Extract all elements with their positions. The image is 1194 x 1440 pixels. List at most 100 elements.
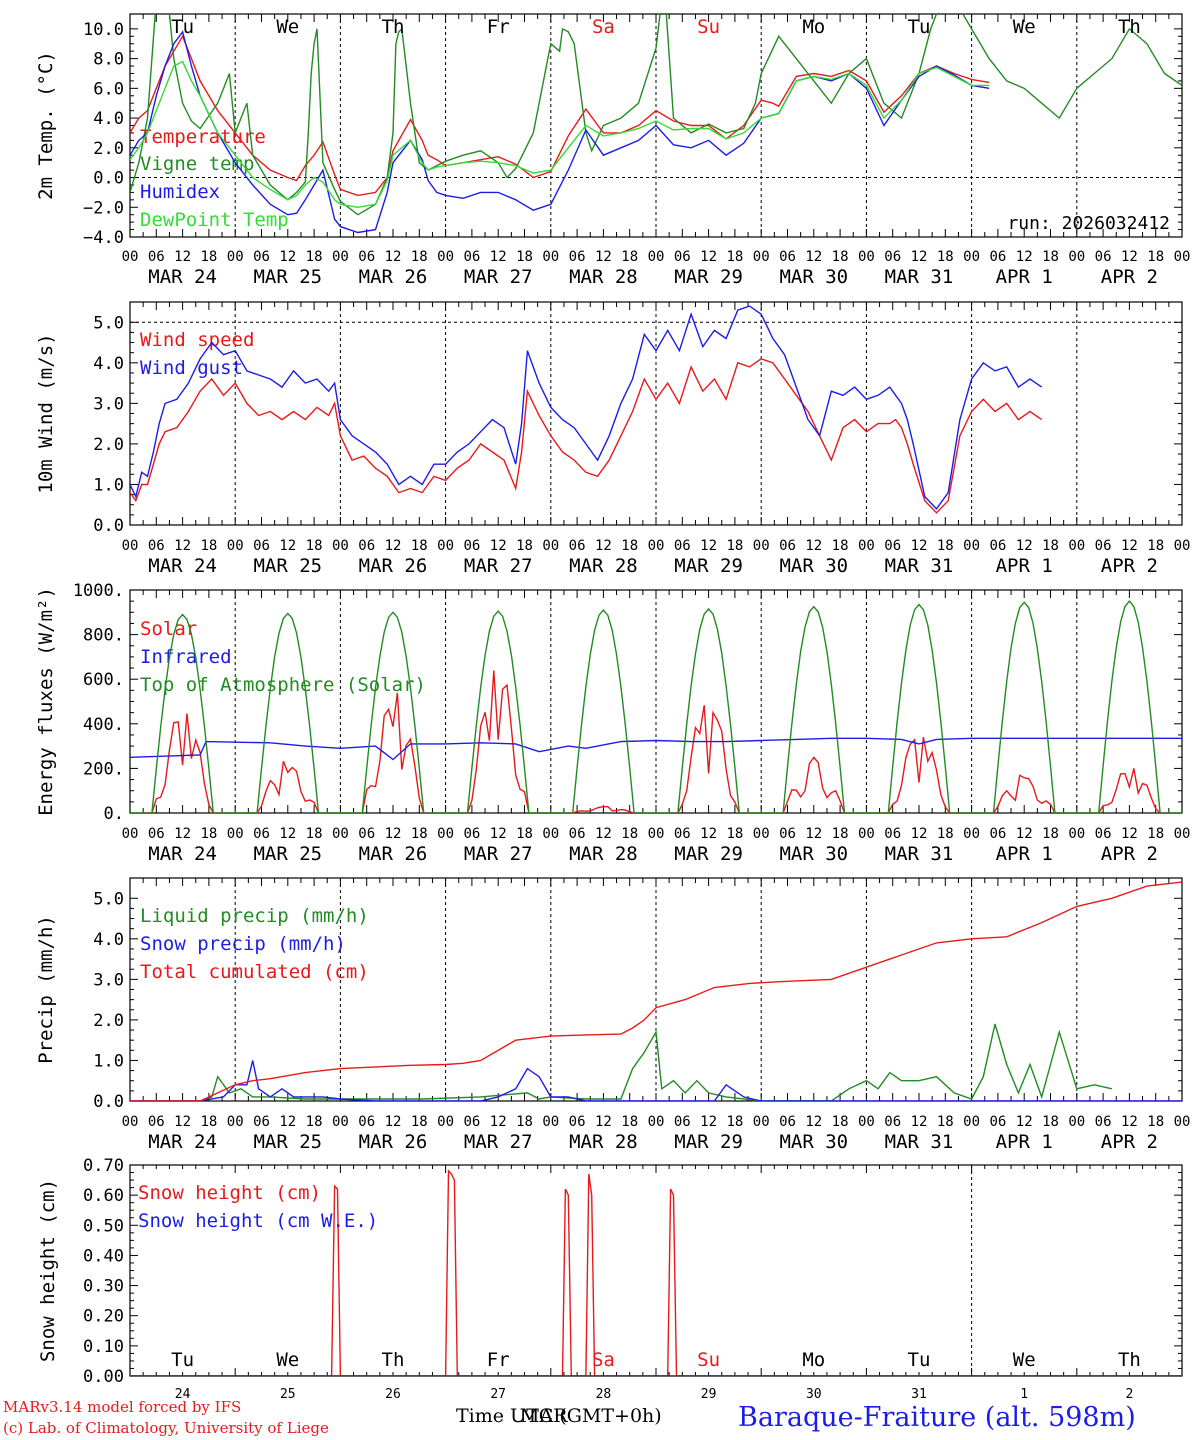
hour-tick-label: 18 bbox=[411, 538, 428, 554]
hour-tick-label: 00 bbox=[1068, 249, 1085, 265]
y-tick-label: 5.0 bbox=[93, 889, 124, 909]
hour-tick-label: 06 bbox=[569, 826, 586, 842]
temp-ylabel: 2m Temp. (°C) bbox=[35, 51, 57, 200]
y-tick-label: 3.0 bbox=[93, 970, 124, 990]
date-label: MAR 24 bbox=[148, 555, 217, 577]
hour-tick-label: 06 bbox=[253, 826, 270, 842]
date-label: MAR 24 bbox=[148, 843, 217, 865]
hour-tick-label: 06 bbox=[569, 538, 586, 554]
day-of-week-label: Fr bbox=[487, 1349, 510, 1371]
temp-legend-1: Vigne temp bbox=[140, 153, 254, 175]
date-label: MAR 26 bbox=[359, 1131, 428, 1153]
hour-tick-label: 12 bbox=[279, 1114, 296, 1130]
hour-tick-label: 06 bbox=[569, 1114, 586, 1130]
day-of-week-label: We bbox=[276, 16, 299, 38]
day-number-label: 26 bbox=[385, 1387, 401, 1402]
hour-tick-label: 00 bbox=[1174, 826, 1191, 842]
y-tick-label: 1.0 bbox=[93, 475, 124, 495]
hour-tick-label: 00 bbox=[963, 1114, 980, 1130]
precip-series-snow-precip-mm-h- bbox=[130, 1060, 1182, 1101]
y-tick-label: 4.0 bbox=[93, 354, 124, 374]
day-number-label: 27 bbox=[490, 1387, 506, 1402]
hour-tick-label: 12 bbox=[911, 538, 928, 554]
hour-tick-label: 12 bbox=[700, 826, 717, 842]
day-of-week-label: Su bbox=[697, 1349, 720, 1371]
temp-series-dewpoint-temp bbox=[130, 60, 990, 209]
hour-tick-label: 00 bbox=[648, 826, 665, 842]
hour-tick-label: 00 bbox=[858, 826, 875, 842]
date-label: APR 2 bbox=[1101, 266, 1158, 288]
hour-tick-label: 06 bbox=[1095, 826, 1112, 842]
y-tick-label: 3.0 bbox=[93, 394, 124, 414]
date-label: MAR 30 bbox=[779, 555, 848, 577]
hour-tick-label: 12 bbox=[911, 826, 928, 842]
y-tick-label: 0.40 bbox=[83, 1246, 124, 1266]
hour-tick-label: 00 bbox=[122, 249, 139, 265]
day-of-week-label: Th bbox=[382, 16, 405, 38]
hour-tick-label: 12 bbox=[490, 826, 507, 842]
hour-tick-label: 18 bbox=[726, 1114, 743, 1130]
hour-tick-label: 00 bbox=[332, 826, 349, 842]
hour-tick-label: 18 bbox=[726, 826, 743, 842]
hour-tick-label: 00 bbox=[753, 249, 770, 265]
hour-tick-label: 00 bbox=[542, 538, 559, 554]
date-label: MAR 25 bbox=[253, 843, 322, 865]
y-tick-label: −4.0 bbox=[83, 228, 124, 248]
hour-tick-label: 00 bbox=[437, 538, 454, 554]
hour-tick-label: 18 bbox=[937, 538, 954, 554]
day-of-week-label: Th bbox=[382, 1349, 405, 1371]
snow-legend-1: Snow height (cm W.E.) bbox=[138, 1210, 378, 1232]
y-tick-label: 0.50 bbox=[83, 1216, 124, 1236]
hour-tick-label: 06 bbox=[253, 249, 270, 265]
hour-tick-label: 06 bbox=[358, 249, 375, 265]
hour-tick-label: 18 bbox=[832, 1114, 849, 1130]
y-tick-label: 600. bbox=[83, 670, 124, 690]
temp-legend-2: Humidex bbox=[140, 181, 220, 203]
y-tick-label: 1.0 bbox=[93, 1051, 124, 1071]
date-label: MAR 25 bbox=[253, 1131, 322, 1153]
day-number-label: 25 bbox=[280, 1387, 296, 1402]
hour-tick-label: 12 bbox=[805, 1114, 822, 1130]
hour-tick-label: 00 bbox=[122, 826, 139, 842]
hour-tick-label: 12 bbox=[385, 1114, 402, 1130]
month-overlay: MAR bbox=[520, 1405, 568, 1427]
hour-tick-label: 12 bbox=[805, 538, 822, 554]
wind-legend-0: Wind speed bbox=[140, 329, 254, 351]
date-label: MAR 29 bbox=[674, 843, 743, 865]
hour-tick-label: 00 bbox=[122, 538, 139, 554]
wind-legend-1: Wind gust bbox=[140, 357, 243, 379]
hour-tick-label: 12 bbox=[595, 1114, 612, 1130]
day-number-label: 28 bbox=[596, 1387, 612, 1402]
hour-tick-label: 18 bbox=[726, 538, 743, 554]
date-label: MAR 30 bbox=[779, 1131, 848, 1153]
hour-tick-label: 18 bbox=[306, 1114, 323, 1130]
date-label: MAR 26 bbox=[359, 843, 428, 865]
y-tick-label: 1000. bbox=[73, 581, 124, 601]
day-of-week-label: Tu bbox=[908, 16, 931, 38]
hour-tick-label: 12 bbox=[700, 538, 717, 554]
hour-tick-label: 12 bbox=[805, 249, 822, 265]
y-tick-label: 800. bbox=[83, 626, 124, 646]
date-label: MAR 24 bbox=[148, 1131, 217, 1153]
hour-tick-label: 00 bbox=[1068, 826, 1085, 842]
hour-tick-label: 18 bbox=[621, 538, 638, 554]
snow-legend-0: Snow height (cm) bbox=[138, 1182, 321, 1204]
hour-tick-label: 06 bbox=[674, 538, 691, 554]
hour-tick-label: 12 bbox=[174, 538, 191, 554]
day-of-week-label: We bbox=[1013, 1349, 1036, 1371]
day-of-week-label: Th bbox=[1118, 16, 1141, 38]
hour-tick-label: 18 bbox=[621, 249, 638, 265]
day-of-week-label: Fr bbox=[487, 16, 510, 38]
hour-tick-label: 18 bbox=[306, 538, 323, 554]
hour-tick-label: 18 bbox=[516, 1114, 533, 1130]
hour-tick-label: 06 bbox=[779, 538, 796, 554]
hour-tick-label: 06 bbox=[674, 826, 691, 842]
hour-tick-label: 12 bbox=[490, 538, 507, 554]
flux-legend-2: Top of Atmosphere (Solar) bbox=[140, 674, 426, 696]
y-tick-label: −2.0 bbox=[83, 198, 124, 218]
hour-tick-label: 00 bbox=[858, 249, 875, 265]
precip-legend-0: Liquid precip (mm/h) bbox=[140, 905, 369, 927]
flux-legend-0: Solar bbox=[140, 618, 197, 640]
date-label: APR 1 bbox=[996, 843, 1053, 865]
date-label: MAR 29 bbox=[674, 266, 743, 288]
